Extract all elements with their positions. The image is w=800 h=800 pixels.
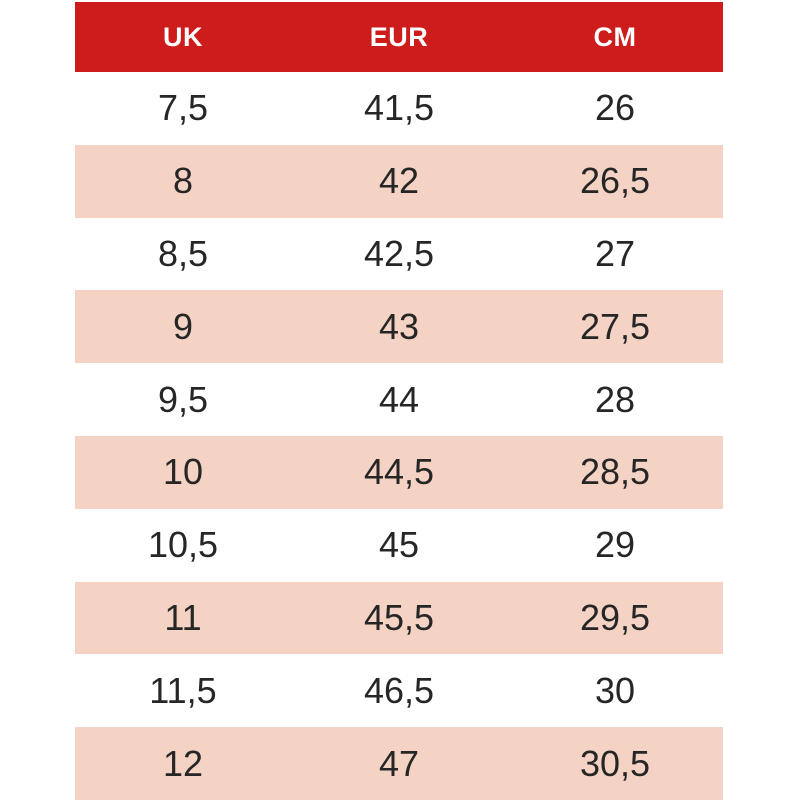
cell-eur: 46,5 (363, 669, 435, 711)
cell-cm: 29 (594, 524, 636, 566)
table-row: 7,5 41,5 26 (75, 72, 723, 145)
table-row: 11 45,5 29,5 (75, 581, 723, 655)
cell-eur: 44 (378, 378, 420, 420)
cell-cm: 26,5 (579, 160, 651, 202)
cell-uk: 9,5 (157, 378, 209, 420)
cell-cm: 28 (594, 378, 636, 420)
cell-uk: 12 (162, 742, 204, 784)
cell-uk: 11 (164, 596, 202, 638)
table-row: 8,5 42,5 27 (75, 217, 723, 291)
cell-uk: 10,5 (147, 524, 219, 566)
cell-uk: 11,5 (149, 669, 217, 711)
table-row: 9,5 44 28 (75, 363, 723, 436)
cell-eur: 43 (378, 305, 420, 347)
cell-eur: 41,5 (363, 87, 435, 129)
cell-eur: 45 (378, 524, 420, 566)
table-row: 11,5 46,5 30 (75, 654, 723, 728)
table-row: 8 42 26,5 (75, 144, 723, 218)
column-header-cm: CM (593, 21, 637, 52)
cell-eur: 47 (378, 742, 420, 784)
column-header-uk: UK (163, 21, 203, 52)
cell-cm: 27,5 (579, 305, 651, 347)
cell-cm: 30,5 (579, 742, 651, 784)
cell-eur: 42,5 (363, 232, 435, 274)
column-header-eur: EUR (369, 21, 429, 52)
size-conversion-table: UK EUR CM 7,5 41,5 26 8 42 26,5 8,5 42,5… (75, 2, 723, 800)
cell-uk: 7,5 (157, 87, 209, 129)
cell-uk: 8 (172, 160, 194, 202)
cell-cm: 30 (594, 669, 636, 711)
cell-uk: 10 (162, 451, 204, 493)
cell-cm: 29,5 (579, 596, 651, 638)
table-header-row: UK EUR CM (75, 2, 723, 72)
cell-uk: 8,5 (157, 232, 209, 274)
cell-eur: 44,5 (363, 451, 435, 493)
cell-eur: 42 (378, 160, 420, 202)
cell-cm: 28,5 (579, 451, 651, 493)
table-row: 10 44,5 28,5 (75, 435, 723, 509)
table-row: 10,5 45 29 (75, 508, 723, 582)
cell-cm: 26 (594, 87, 636, 129)
cell-uk: 9 (172, 305, 194, 347)
cell-cm: 27 (594, 232, 636, 274)
table-row: 12 47 30,5 (75, 727, 723, 800)
table-row: 9 43 27,5 (75, 290, 723, 364)
cell-eur: 45,5 (363, 596, 435, 638)
